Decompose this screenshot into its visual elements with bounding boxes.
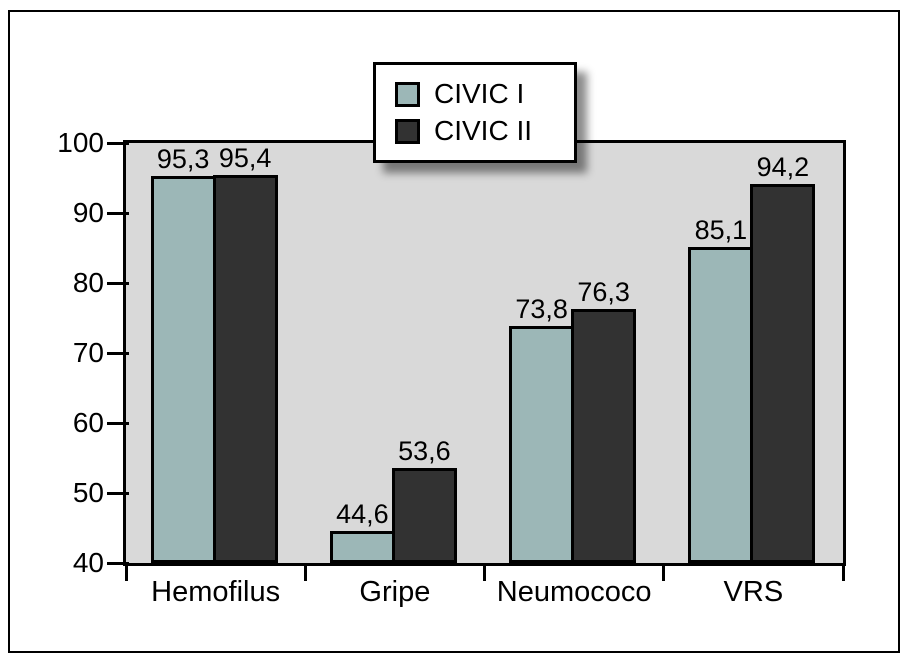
y-axis-label: 80: [72, 267, 104, 298]
x-axis-tick: [303, 563, 307, 581]
bar-civic-ii-hemofilus: [212, 175, 278, 563]
legend: CIVIC I CIVIC II: [373, 62, 577, 163]
y-axis-tick: [107, 351, 129, 355]
y-axis-tick: [107, 421, 129, 425]
value-label-civic-ii-hemofilus: 95,4: [218, 143, 272, 174]
bar-civic-ii-vrs: [750, 183, 816, 563]
bar-civic-i-hemofilus: [150, 175, 216, 563]
y-axis-label: 90: [72, 197, 104, 228]
bar-civic-ii-gripe: [391, 467, 457, 563]
bar-civic-i-neumococo: [509, 326, 575, 563]
y-axis-tick: [107, 211, 129, 215]
legend-label-civic-ii: CIVIC II: [434, 115, 533, 146]
value-label-civic-i-gripe: 44,6: [336, 498, 389, 529]
y-axis-label: 40: [72, 547, 104, 578]
value-label-civic-ii-gripe: 53,6: [398, 435, 451, 466]
legend-item-civic-ii: CIVIC II: [395, 116, 574, 146]
x-axis-label-hemofilus: Hemofilus: [151, 576, 281, 608]
value-label-civic-ii-neumococo: 76,3: [577, 276, 630, 307]
legend-swatch-civic-ii: [395, 118, 420, 144]
y-axis-tick: [107, 491, 129, 495]
y-axis-label: 60: [72, 407, 104, 438]
y-axis-label: 50: [72, 477, 104, 508]
x-axis-tick: [483, 563, 486, 581]
bar-civic-ii-neumococo: [571, 308, 637, 563]
x-axis-label-gripe: Gripe: [359, 576, 431, 608]
legend-swatch-civic-i: [395, 81, 420, 107]
bar-civic-i-gripe: [329, 530, 395, 563]
x-axis-tick: [841, 563, 845, 581]
value-label-civic-ii-vrs: 94,2: [756, 151, 810, 182]
x-axis-label-neumococo: Neumococo: [496, 576, 652, 608]
bar-civic-i-vrs: [688, 247, 754, 563]
value-label-civic-i-neumococo: 73,8: [515, 294, 568, 325]
legend-item-civic-i: CIVIC I: [395, 79, 574, 109]
x-axis-tick: [662, 563, 666, 581]
x-axis-tick: [124, 563, 128, 581]
y-axis-label: 70: [72, 337, 104, 368]
y-axis-tick: [107, 561, 129, 565]
y-axis-tick: [107, 281, 129, 285]
value-label-civic-i-hemofilus: 95,3: [156, 143, 210, 174]
value-label-civic-i-vrs: 85,1: [694, 215, 748, 246]
legend-label-civic-i: CIVIC I: [434, 78, 525, 109]
x-axis-label-vrs: VRS: [723, 576, 784, 608]
y-axis-label: 100: [57, 127, 104, 158]
y-axis-tick: [107, 141, 129, 145]
